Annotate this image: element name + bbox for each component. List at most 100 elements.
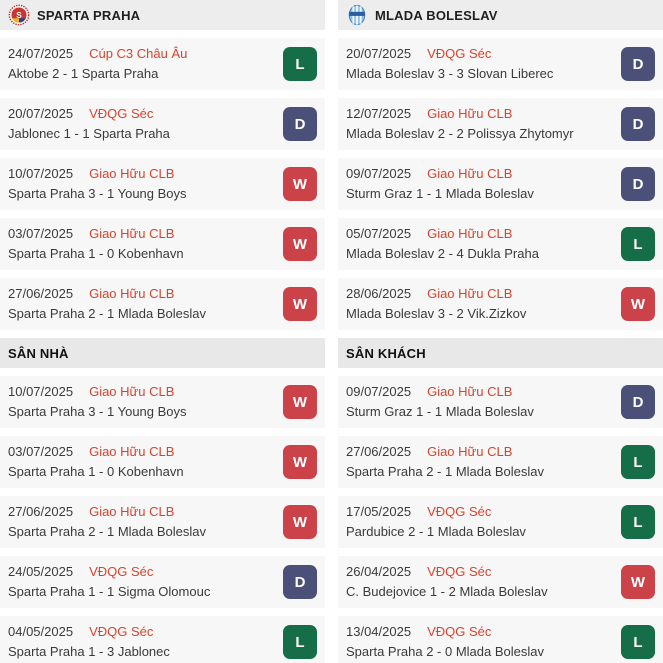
section-title-home: SÂN NHÀ: [8, 345, 69, 361]
outcome-badge: W: [283, 227, 317, 261]
match-row[interactable]: 12/07/2025 Giao Hữu CLB Mlada Boleslav 2 …: [338, 98, 663, 150]
competition-label: VĐQG Séc: [89, 564, 154, 579]
competition-label: VĐQG Séc: [89, 106, 154, 121]
match-row[interactable]: 24/07/2025 Cúp C3 Châu Âu Aktobe 2 - 1 Sp…: [0, 38, 325, 90]
recent-form-list-home: 24/07/2025 Cúp C3 Châu Âu Aktobe 2 - 1 Sp…: [0, 38, 325, 330]
match-date: 20/07/2025: [346, 46, 412, 61]
match-row[interactable]: 03/07/2025 Giao Hữu CLB Sparta Praha 1 - …: [0, 436, 325, 488]
outcome-badge: L: [283, 47, 317, 81]
match-row[interactable]: 09/07/2025 Giao Hữu CLB Sturm Graz 1 - 1 …: [338, 158, 663, 210]
recent-form-list-away: 20/07/2025 VĐQG Séc Mlada Boleslav 3 - 3 …: [338, 38, 663, 330]
match-result: Sparta Praha 2 - 1 Mlada Boleslav: [346, 464, 544, 479]
outcome-badge: L: [621, 625, 655, 659]
team-header-away: MLADA BOLESLAV: [338, 0, 663, 30]
outcome-badge: W: [283, 385, 317, 419]
competition-label: Giao Hữu CLB: [89, 226, 175, 241]
match-result: Sturm Graz 1 - 1 Mlada Boleslav: [346, 186, 534, 201]
match-result: Sparta Praha 2 - 1 Mlada Boleslav: [8, 524, 206, 539]
outcome-badge: L: [283, 625, 317, 659]
match-row[interactable]: 03/07/2025 Giao Hữu CLB Sparta Praha 1 - …: [0, 218, 325, 270]
match-row[interactable]: 20/07/2025 VĐQG Séc Jablonec 1 - 1 Sparta…: [0, 98, 325, 150]
match-date: 10/07/2025: [8, 384, 74, 399]
competition-label: VĐQG Séc: [89, 624, 154, 639]
outcome-badge: D: [621, 385, 655, 419]
competition-label: VĐQG Séc: [427, 624, 492, 639]
match-date: 27/06/2025: [346, 444, 412, 459]
match-result: Pardubice 2 - 1 Mlada Boleslav: [346, 524, 526, 539]
match-date: 03/07/2025: [8, 444, 74, 459]
match-date: 12/07/2025: [346, 106, 412, 121]
section-title-away: SÂN KHÁCH: [346, 345, 426, 361]
match-row[interactable]: 13/04/2025 VĐQG Séc Sparta Praha 2 - 0 Ml…: [338, 616, 663, 663]
match-result: Sparta Praha 3 - 1 Young Boys: [8, 186, 187, 201]
team-name-away: MLADA BOLESLAV: [375, 7, 498, 23]
match-row[interactable]: 26/04/2025 VĐQG Séc C. Budejovice 1 - 2 M…: [338, 556, 663, 608]
match-row[interactable]: 10/07/2025 Giao Hữu CLB Sparta Praha 3 - …: [0, 376, 325, 428]
outcome-badge: W: [283, 505, 317, 539]
match-date: 04/05/2025: [8, 624, 74, 639]
match-result: Mlada Boleslav 2 - 2 Polissya Zhytomyr: [346, 126, 574, 141]
match-result: Sparta Praha 2 - 0 Mlada Boleslav: [346, 644, 544, 659]
match-date: 28/06/2025: [346, 286, 412, 301]
outcome-badge: L: [621, 227, 655, 261]
match-result: Aktobe 2 - 1 Sparta Praha: [8, 66, 159, 81]
competition-label: VĐQG Séc: [427, 504, 492, 519]
match-row[interactable]: 27/06/2025 Giao Hữu CLB Sparta Praha 2 - …: [338, 436, 663, 488]
match-date: 24/05/2025: [8, 564, 74, 579]
match-date: 27/06/2025: [8, 286, 74, 301]
outcome-badge: W: [621, 565, 655, 599]
outcome-badge: L: [621, 445, 655, 479]
match-date: 27/06/2025: [8, 504, 74, 519]
match-result: Sturm Graz 1 - 1 Mlada Boleslav: [346, 404, 534, 419]
match-row[interactable]: 20/07/2025 VĐQG Séc Mlada Boleslav 3 - 3 …: [338, 38, 663, 90]
match-result: Sparta Praha 3 - 1 Young Boys: [8, 404, 187, 419]
match-result: Mlada Boleslav 2 - 4 Dukla Praha: [346, 246, 539, 261]
competition-label: Giao Hữu CLB: [427, 444, 513, 459]
match-result: Sparta Praha 1 - 0 Kobenhavn: [8, 246, 184, 261]
outcome-badge: W: [283, 167, 317, 201]
match-row[interactable]: 24/05/2025 VĐQG Séc Sparta Praha 1 - 1 Si…: [0, 556, 325, 608]
mlada-boleslav-crest-icon: [346, 3, 368, 27]
match-result: Sparta Praha 2 - 1 Mlada Boleslav: [8, 306, 206, 321]
match-row[interactable]: 28/06/2025 Giao Hữu CLB Mlada Boleslav 3 …: [338, 278, 663, 330]
competition-label: VĐQG Séc: [427, 564, 492, 579]
competition-label: Giao Hữu CLB: [89, 384, 175, 399]
competition-label: Giao Hữu CLB: [89, 444, 175, 459]
competition-label: Giao Hữu CLB: [427, 166, 513, 181]
outcome-badge: W: [621, 287, 655, 321]
section-header-away: SÂN KHÁCH: [338, 338, 663, 368]
outcome-badge: W: [283, 445, 317, 479]
competition-label: Giao Hữu CLB: [89, 286, 175, 301]
match-date: 05/07/2025: [346, 226, 412, 241]
match-row[interactable]: 27/06/2025 Giao Hữu CLB Sparta Praha 2 - …: [0, 278, 325, 330]
match-date: 09/07/2025: [346, 384, 412, 399]
match-result: Mlada Boleslav 3 - 3 Slovan Liberec: [346, 66, 554, 81]
outcome-badge: D: [283, 565, 317, 599]
outcome-badge: D: [283, 107, 317, 141]
match-row[interactable]: 09/07/2025 Giao Hữu CLB Sturm Graz 1 - 1 …: [338, 376, 663, 428]
match-row[interactable]: 27/06/2025 Giao Hữu CLB Sparta Praha 2 - …: [0, 496, 325, 548]
team-header-home: S SPARTA PRAHA: [0, 0, 325, 30]
match-result: Sparta Praha 1 - 3 Jablonec: [8, 644, 170, 659]
match-row[interactable]: 10/07/2025 Giao Hữu CLB Sparta Praha 3 - …: [0, 158, 325, 210]
match-result: Sparta Praha 1 - 0 Kobenhavn: [8, 464, 184, 479]
match-date: 13/04/2025: [346, 624, 412, 639]
match-row[interactable]: 17/05/2025 VĐQG Séc Pardubice 2 - 1 Mlada…: [338, 496, 663, 548]
competition-label: Giao Hữu CLB: [89, 504, 175, 519]
match-result: C. Budejovice 1 - 2 Mlada Boleslav: [346, 584, 548, 599]
competition-label: Giao Hữu CLB: [427, 384, 513, 399]
section-header-home: SÂN NHÀ: [0, 338, 325, 368]
match-row[interactable]: 05/07/2025 Giao Hữu CLB Mlada Boleslav 2 …: [338, 218, 663, 270]
match-date: 09/07/2025: [346, 166, 412, 181]
competition-label: VĐQG Séc: [427, 46, 492, 61]
competition-label: Giao Hữu CLB: [427, 106, 513, 121]
match-result: Jablonec 1 - 1 Sparta Praha: [8, 126, 170, 141]
team-column-away: MLADA BOLESLAV 20/07/2025 VĐQG Séc Mlada …: [338, 0, 663, 663]
match-date: 26/04/2025: [346, 564, 412, 579]
match-row[interactable]: 04/05/2025 VĐQG Séc Sparta Praha 1 - 3 Ja…: [0, 616, 325, 663]
outcome-badge: D: [621, 47, 655, 81]
match-result: Sparta Praha 1 - 1 Sigma Olomouc: [8, 584, 211, 599]
svg-text:S: S: [16, 11, 22, 20]
outcome-badge: D: [621, 107, 655, 141]
